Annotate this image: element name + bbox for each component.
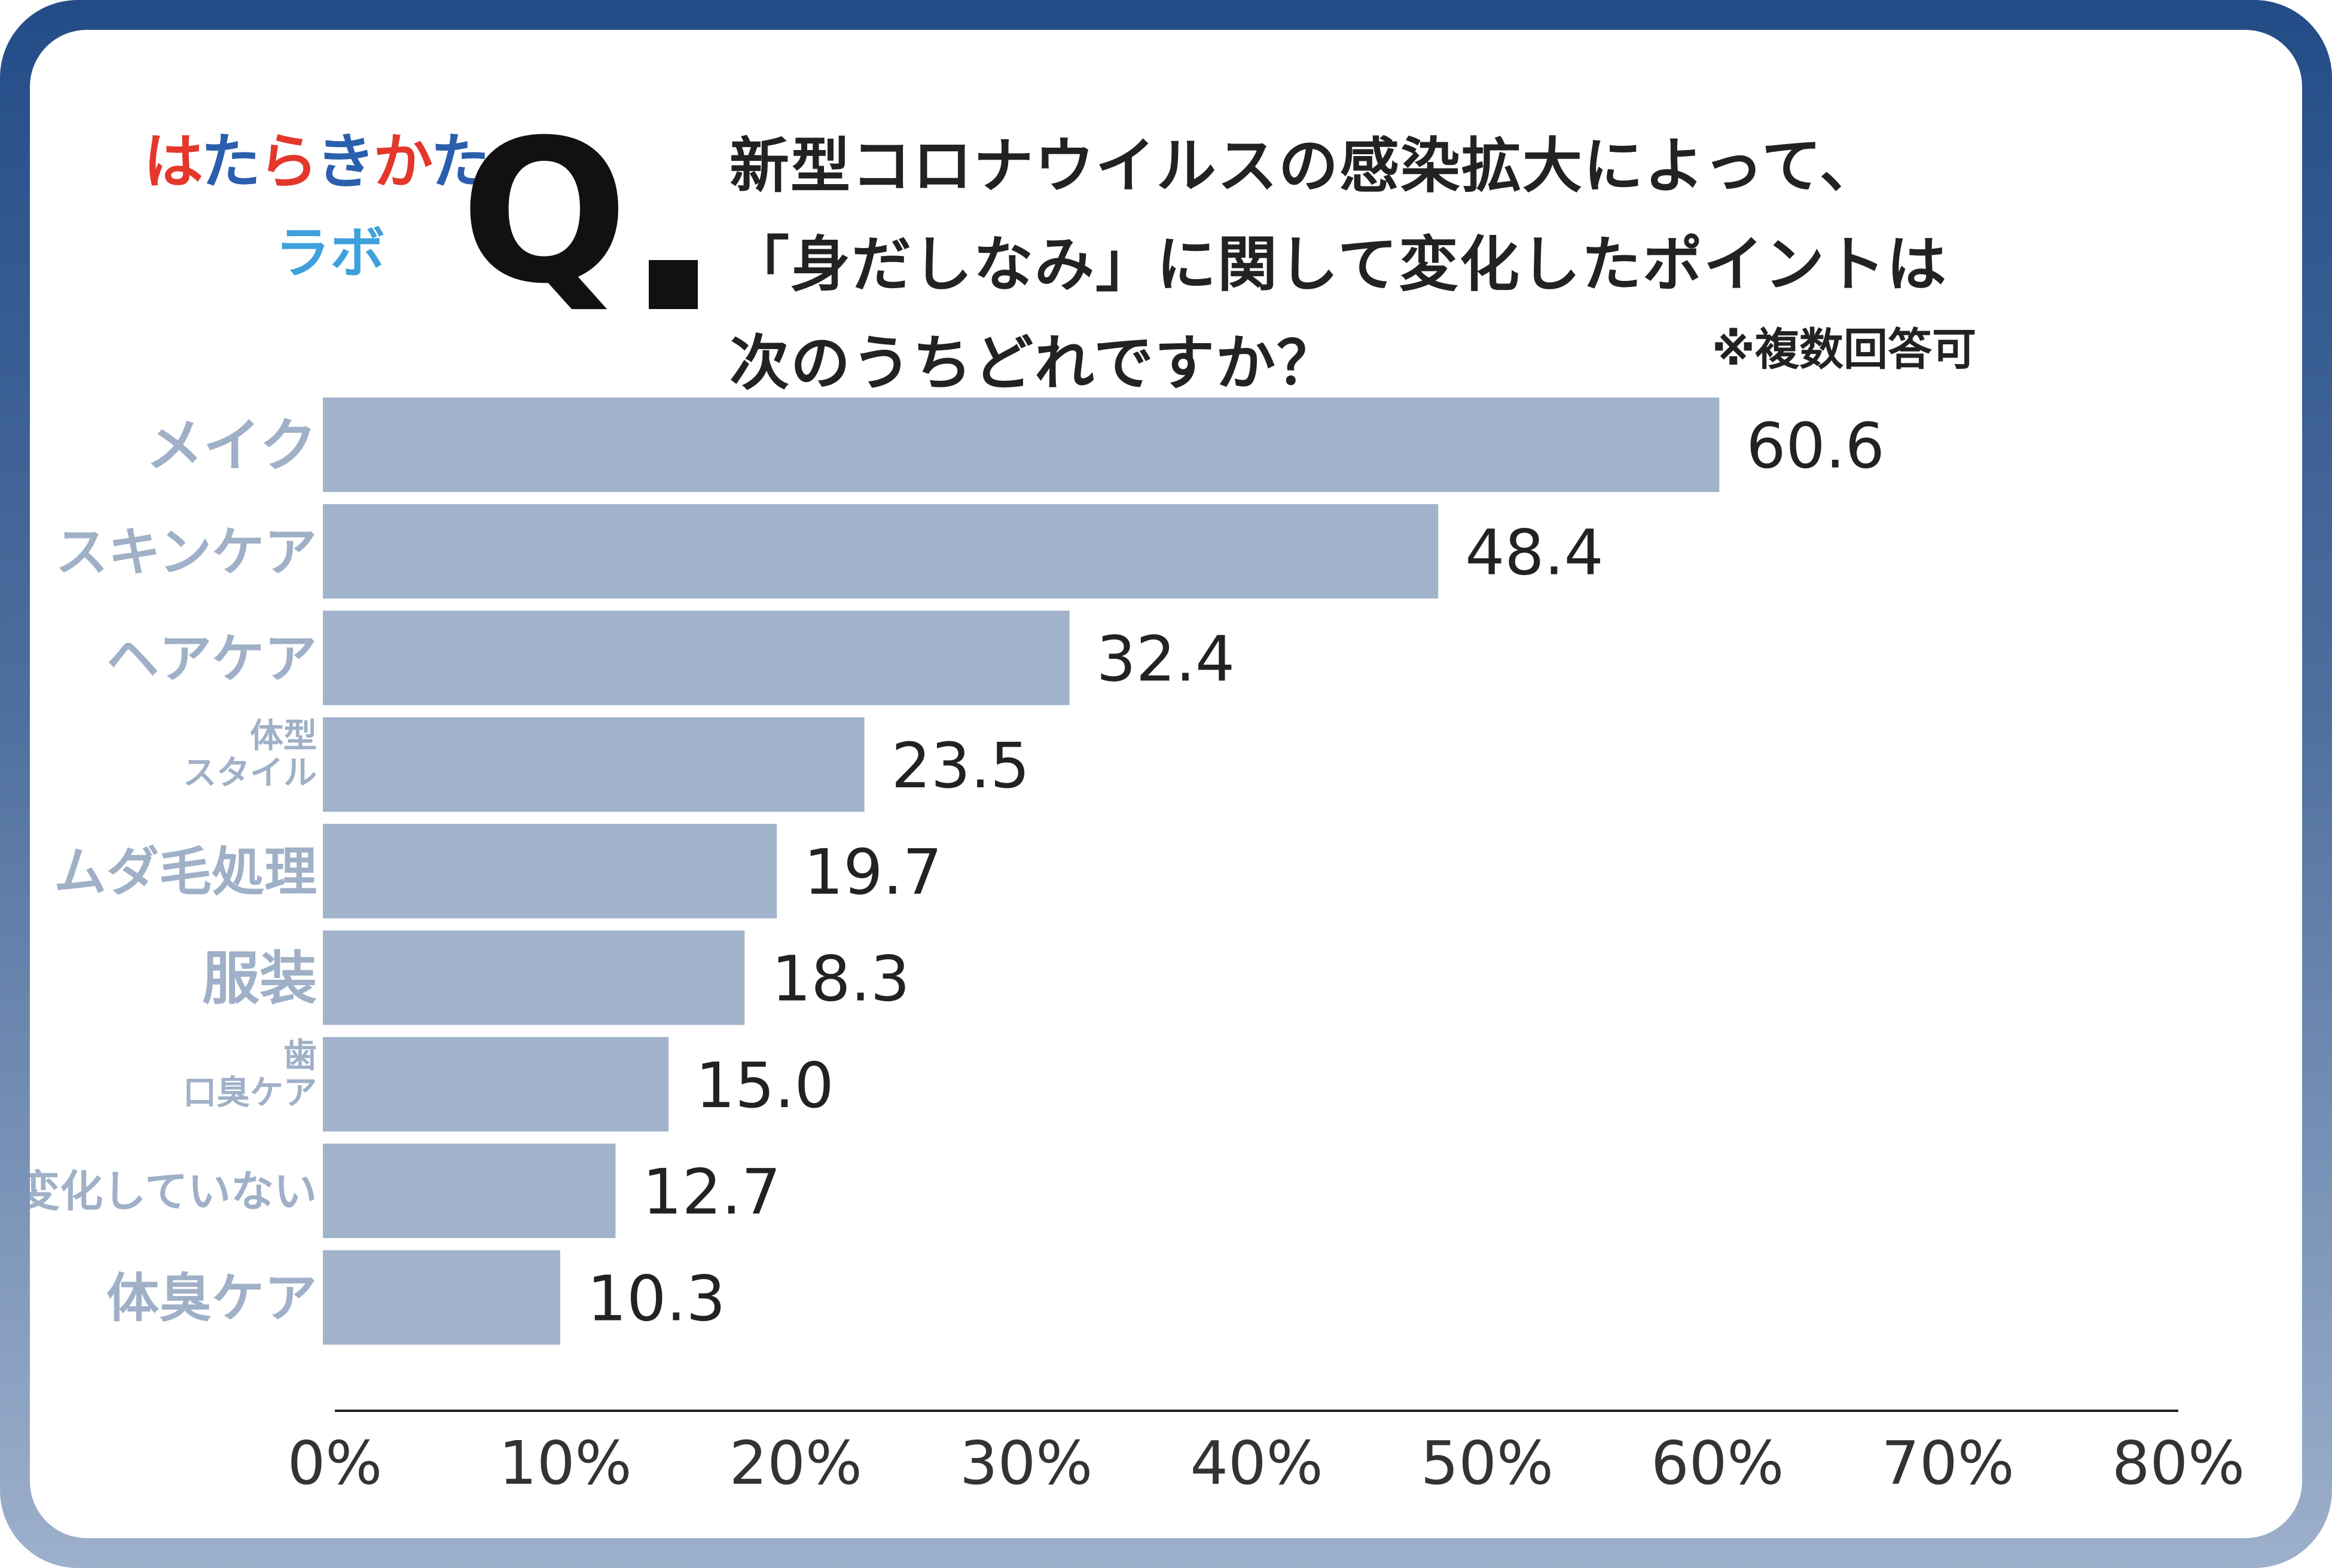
question-line-1: 新型コロナウイルスの感染拡大によって、	[729, 131, 1881, 201]
value-label: 32.4	[1097, 623, 1235, 696]
bar	[323, 1037, 669, 1132]
bar	[323, 930, 745, 1025]
x-tick-label: 80%	[2112, 1428, 2245, 1498]
category-label: 口臭ケア	[183, 1074, 317, 1112]
x-tick-label: 20%	[729, 1428, 862, 1498]
category-label: スキンケア	[56, 521, 317, 583]
category-label: 服装	[202, 945, 317, 1012]
value-label: 10.3	[587, 1262, 726, 1335]
bar	[323, 610, 1070, 705]
question-line-2: 「身だしなみ」に関して変化したポイントは	[729, 230, 1948, 299]
chart-panel: はたらきかた ラボ Q 新型コロナウイルスの感染拡大によって、 「身だしなみ」に…	[30, 30, 2302, 1538]
category-label: 変化していない	[30, 1166, 317, 1217]
x-tick-label: 70%	[1881, 1428, 2014, 1498]
value-label: 60.6	[1746, 409, 1885, 482]
value-label: 23.5	[892, 729, 1030, 802]
logo-char: た	[431, 127, 490, 197]
category-label: 体型	[250, 717, 317, 756]
question-mark-q: Q	[460, 97, 628, 327]
bar	[323, 717, 865, 812]
bar-chart: メイクスキンケアヘアケア体型スタイルムダ毛処理服装歯口臭ケア変化していない体臭ケ…	[30, 398, 2245, 1498]
value-label: 18.3	[771, 943, 910, 1016]
bar	[323, 504, 1439, 599]
question-line-3: 次のうちどれですか？	[729, 328, 1338, 398]
question-mark-dot	[649, 260, 698, 309]
logo-char: た	[201, 127, 261, 197]
logo-line2: ラボ	[275, 221, 385, 285]
value-label: 12.7	[642, 1156, 781, 1228]
category-label: ヘアケア	[106, 628, 317, 689]
logo-char: き	[316, 127, 376, 197]
category-label: メイク	[146, 412, 317, 479]
x-tick-label: 10%	[499, 1428, 631, 1498]
x-tick-labels-group: 0% 10% 20% 30% 40% 50% 60% 70% 80%	[288, 1428, 2245, 1498]
value-label: 15.0	[695, 1049, 834, 1122]
value-labels-group: 60.6 48.4 32.4 23.5 19.7 18.3 15.0 12.7 10.3	[587, 409, 1885, 1335]
bar	[323, 398, 1720, 492]
category-label: 体臭ケア	[106, 1267, 317, 1329]
category-label: 歯	[283, 1037, 317, 1075]
category-labels-group: メイクスキンケアヘアケア体型スタイルムダ毛処理服装歯口臭ケア変化していない体臭ケ…	[30, 412, 317, 1329]
category-label: ムダ毛処理	[54, 841, 317, 903]
bar	[323, 824, 777, 919]
x-tick-label: 30%	[960, 1428, 1092, 1498]
bars-group	[323, 398, 1720, 1345]
logo-char: か	[373, 127, 433, 197]
x-tick-label: 40%	[1190, 1428, 1323, 1498]
logo-char: ら	[258, 127, 318, 197]
value-label: 48.4	[1465, 516, 1604, 589]
logo-char: は	[144, 127, 203, 197]
category-label: スタイル	[183, 754, 317, 793]
bar	[323, 1144, 616, 1239]
bar	[323, 1250, 560, 1345]
x-tick-label: 50%	[1421, 1428, 1553, 1498]
multiple-answer-note: ※複数回答可	[1712, 324, 1976, 375]
x-tick-label: 0%	[288, 1428, 383, 1498]
question-text: 新型コロナウイルスの感染拡大によって、 「身だしなみ」に関して変化したポイントは…	[729, 117, 1985, 412]
x-tick-label: 60%	[1651, 1428, 1784, 1498]
value-label: 19.7	[804, 836, 942, 909]
